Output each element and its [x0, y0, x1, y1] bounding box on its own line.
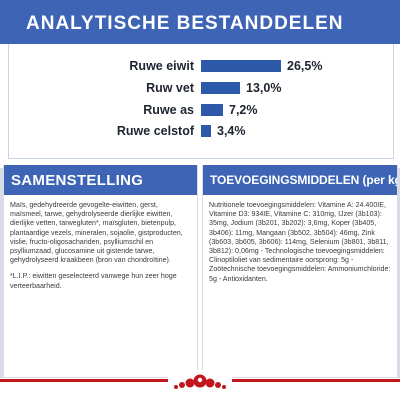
analysis-label: Ruw vet — [146, 81, 194, 95]
analysis-bar — [201, 125, 211, 137]
analysis-label: Ruwe celstof — [116, 124, 194, 138]
page-title: ANALYTISCHE BESTANDDELEN — [26, 13, 344, 34]
additives-text: Nutritionele toevoegingsmiddelen: Vitami… — [209, 201, 391, 291]
additives-list: Nutritionele toevoegingsmiddelen: Vitami… — [209, 201, 391, 283]
analysis-value: 3,4% — [217, 124, 246, 138]
analysis-bar — [201, 82, 240, 94]
analysis-bar — [201, 60, 281, 72]
composition-panel: SAMENSTELLING Maïs, gedehydreerde gevoge… — [3, 165, 198, 378]
analysis-value: 7,2% — [229, 103, 258, 117]
analysis-row: Ruwe eiwit 26,5% — [0, 56, 400, 76]
analysis-row: Ruwe celstof 3,4% — [0, 121, 400, 141]
composition-footnote: *L.I.P.: eiwitten geselecteerd vanwege h… — [10, 272, 177, 290]
right-edge-divider — [397, 168, 400, 378]
analysis-label: Ruwe eiwit — [129, 59, 194, 73]
analysis-value: 13,0% — [246, 81, 282, 95]
analysis-value: 26,5% — [287, 59, 323, 73]
composition-heading: SAMENSTELLING — [4, 165, 197, 195]
composition-text: Maïs, gedehydreerde gevogelte-eiwitten, … — [10, 201, 192, 298]
composition-ingredients: Maïs, gedehydreerde gevogelte-eiwitten, … — [10, 201, 183, 265]
left-edge-divider — [0, 168, 3, 378]
analysis-row: Ruw vet 13,0% — [0, 78, 400, 98]
crown-logo-icon — [174, 374, 226, 389]
analysis-bar — [201, 104, 223, 116]
additives-panel: TOEVOEGINGSMIDDELEN (per kg) Nutritionel… — [202, 165, 398, 378]
royal-canin-crown-logo — [168, 370, 232, 392]
additives-heading: TOEVOEGINGSMIDDELEN (per kg) — [203, 165, 397, 195]
analysis-label: Ruwe as — [143, 103, 194, 117]
title-banner — [0, 0, 400, 44]
analysis-row: Ruwe as 7,2% — [0, 100, 400, 120]
